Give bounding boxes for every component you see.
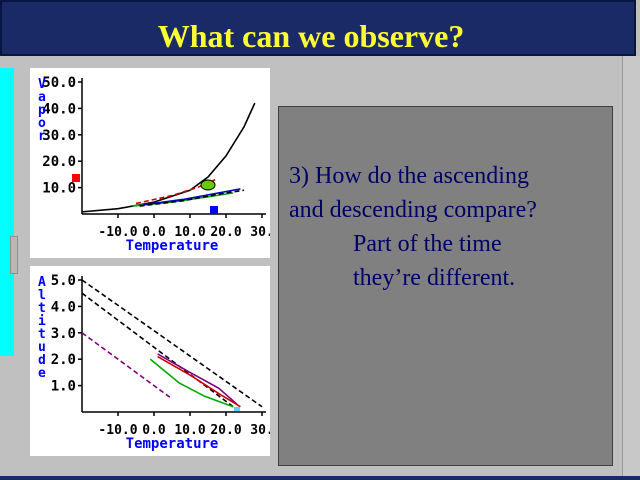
altitude-chart: 5.0 4.0 3.0 2.0 1.0 -10.0 0.0 10.0 20.0 30. Temper…: [38, 273, 270, 452]
green-blob-marker: [200, 179, 216, 191]
y-axis-label-letter: t: [38, 327, 46, 342]
question-line-2: and descending compare?: [289, 197, 537, 223]
blue-marker: [210, 206, 218, 214]
x-tick-label: 30.: [250, 225, 270, 240]
y-axis-label-letter: d: [38, 353, 46, 368]
series-line-5: [139, 189, 245, 207]
y-axis-label-letter: a: [38, 90, 46, 105]
slide-body: 50.0 40.0 30.0 20.0 10.0 -10.0 0.0 10.0 20.0 30. T…: [0, 56, 622, 476]
y-axis-label-letter: i: [38, 314, 46, 329]
title-bar: What can we observe?: [0, 0, 636, 56]
y-axis-label-letter: V: [38, 77, 46, 92]
y-tick-label: 50.0: [42, 75, 76, 91]
x-axis-label: Temperature: [126, 238, 219, 254]
y-tick-label: 20.0: [42, 154, 76, 170]
x-tick-label: 10.0: [174, 423, 205, 438]
series-line-5: [157, 355, 241, 408]
y-axis-label-letter: A: [38, 275, 46, 290]
slide-title: What can we observe?: [157, 18, 465, 54]
y-axis-label-letter: t: [38, 301, 46, 316]
y-tick-label: 10.0: [42, 181, 76, 197]
question-line-1: 3) How do the ascending: [289, 163, 529, 189]
left-edge-mark: [10, 236, 18, 274]
y-axis-label-letter: l: [38, 288, 46, 303]
x-tick-label: -10.0: [98, 225, 137, 240]
x-tick-label: 20.0: [210, 225, 241, 240]
x-tick-label: 30.: [250, 423, 270, 438]
series-line-4: [157, 353, 238, 405]
y-axis-label-letter: u: [38, 340, 46, 355]
y-axis-label-letter: r: [38, 129, 46, 144]
x-tick-label: 0.0: [142, 423, 166, 438]
y-tick-label: 4.0: [51, 299, 76, 315]
series-line-1: [81, 102, 256, 213]
y-axis-label-letter: e: [38, 366, 46, 381]
altitude-chart-panel: 5.0 4.0 3.0 2.0 1.0 -10.0 0.0 10.0 20.0 30. Temper…: [30, 266, 270, 456]
x-tick-label: -10.0: [98, 423, 137, 438]
y-tick-label: 2.0: [51, 352, 76, 368]
series-line-3: [81, 332, 173, 400]
y-tick-label: 40.0: [42, 101, 76, 117]
y-axis-label-letter: o: [38, 116, 46, 131]
x-tick-label: 0.0: [142, 225, 166, 240]
series-line-6: [149, 358, 234, 408]
question-box: 3) How do the ascending and descending c…: [278, 106, 613, 466]
y-tick-label: 5.0: [51, 273, 76, 289]
y-tick-label: 3.0: [51, 326, 76, 342]
x-tick-label: 10.0: [174, 225, 205, 240]
vapor-chart: 50.0 40.0 30.0 20.0 10.0 -10.0 0.0 10.0 20.0 30. T…: [38, 75, 270, 254]
answer-line-2: they’re different.: [353, 265, 516, 291]
right-scrollbar[interactable]: [622, 56, 640, 476]
y-tick-label: 30.0: [42, 128, 76, 144]
left-cyan-strip: [0, 68, 14, 356]
bottom-bar: [0, 476, 640, 480]
series-line-4: [143, 188, 241, 206]
answer-line-1: Part of the time: [353, 231, 502, 257]
y-axis-label-letter: p: [38, 103, 46, 118]
series-line-1: [81, 279, 263, 408]
x-axis-label: Temperature: [126, 436, 219, 452]
x-tick-label: 20.0: [210, 423, 241, 438]
vapor-chart-panel: 50.0 40.0 30.0 20.0 10.0 -10.0 0.0 10.0 20.0 30. T…: [30, 68, 270, 258]
red-marker: [72, 174, 80, 182]
cyan-marker: [234, 407, 240, 411]
y-tick-label: 1.0: [51, 379, 76, 395]
